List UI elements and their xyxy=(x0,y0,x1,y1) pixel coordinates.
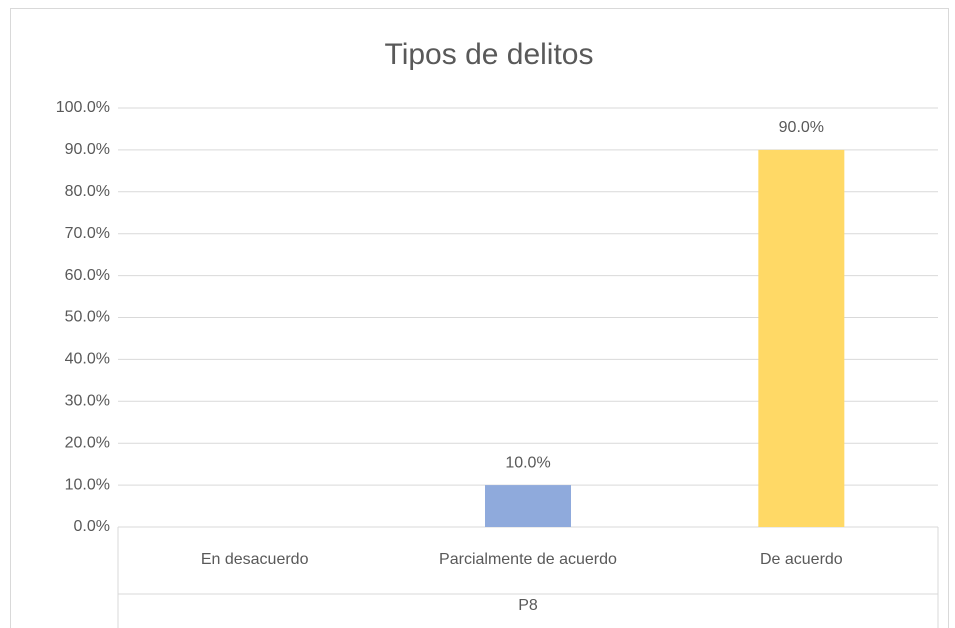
y-tick-label: 70.0% xyxy=(65,225,110,242)
x-tick-label: De acuerdo xyxy=(760,551,843,568)
chart-title: Tipos de delitos xyxy=(384,38,593,71)
y-tick-label: 40.0% xyxy=(65,351,110,368)
x-group-label: P8 xyxy=(518,597,538,614)
y-tick-label: 50.0% xyxy=(65,309,110,326)
x-tick-label: Parcialmente de acuerdo xyxy=(439,551,617,568)
data-label: 10.0% xyxy=(505,454,550,471)
y-tick-label: 80.0% xyxy=(65,183,110,200)
y-tick-label: 20.0% xyxy=(65,434,110,451)
y-tick-label: 60.0% xyxy=(65,267,110,284)
y-tick-label: 0.0% xyxy=(74,518,110,535)
y-tick-label: 90.0% xyxy=(65,141,110,158)
y-tick-label: 30.0% xyxy=(65,393,110,410)
y-tick-label: 10.0% xyxy=(65,476,110,493)
bar xyxy=(485,485,571,527)
y-tick-label: 100.0% xyxy=(56,99,110,116)
bar xyxy=(758,149,845,527)
data-label: 90.0% xyxy=(779,119,824,136)
x-tick-label: En desacuerdo xyxy=(201,551,309,568)
